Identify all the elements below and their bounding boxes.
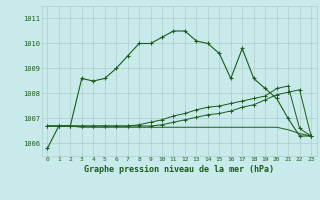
X-axis label: Graphe pression niveau de la mer (hPa): Graphe pression niveau de la mer (hPa) [84,165,274,174]
